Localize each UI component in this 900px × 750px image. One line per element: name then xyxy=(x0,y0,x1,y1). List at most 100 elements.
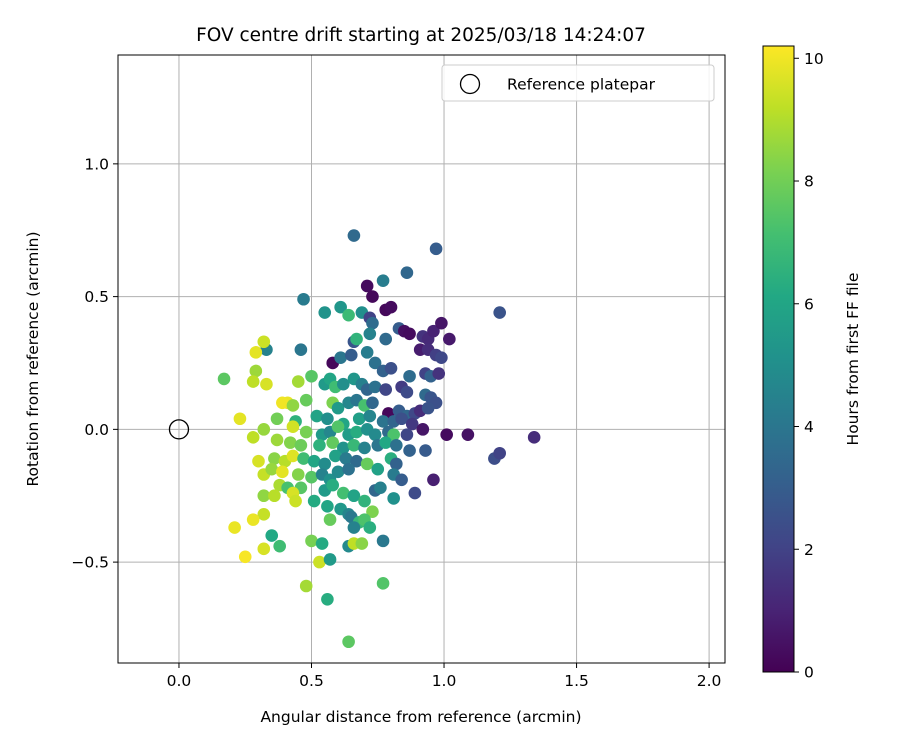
data-point xyxy=(260,377,273,391)
data-point xyxy=(257,335,271,349)
data-point xyxy=(299,579,313,593)
data-point xyxy=(299,393,313,407)
data-point xyxy=(233,412,247,426)
data-point xyxy=(265,462,279,476)
data-point xyxy=(368,356,382,370)
data-point xyxy=(276,396,289,410)
data-point xyxy=(400,266,414,280)
data-point xyxy=(318,306,332,319)
data-point xyxy=(257,508,271,521)
data-point xyxy=(400,428,414,441)
colorbar-tick-label: 4 xyxy=(804,418,814,436)
data-point xyxy=(270,433,284,447)
data-point xyxy=(427,473,440,487)
legend-box xyxy=(441,64,715,102)
data-point xyxy=(246,431,260,444)
y-axis-label: Rotation from reference (arcmin) xyxy=(24,231,42,486)
data-point xyxy=(405,417,419,431)
data-point xyxy=(347,489,361,503)
reference-marker xyxy=(168,419,190,440)
data-point xyxy=(493,306,506,319)
data-point xyxy=(291,375,305,388)
data-point xyxy=(323,513,337,526)
data-point xyxy=(350,454,363,468)
data-point xyxy=(379,436,393,449)
data-point xyxy=(249,346,263,359)
data-point xyxy=(363,409,377,423)
data-point xyxy=(238,550,252,564)
data-point xyxy=(313,438,326,452)
x-tick-label: 0.0 xyxy=(167,672,192,690)
data-point xyxy=(344,348,358,362)
data-point xyxy=(347,438,361,452)
data-point xyxy=(461,428,475,441)
data-point xyxy=(376,534,390,548)
data-point xyxy=(416,423,430,436)
data-point xyxy=(384,300,398,314)
data-point xyxy=(347,521,361,534)
data-point xyxy=(493,446,506,460)
data-point xyxy=(331,465,345,479)
data-point xyxy=(310,409,324,423)
data-point xyxy=(366,396,379,410)
data-point xyxy=(358,494,371,508)
data-point xyxy=(305,534,318,548)
data-point xyxy=(408,486,422,500)
data-point xyxy=(276,465,289,479)
data-point xyxy=(337,486,350,500)
x-tick-label: 1.0 xyxy=(432,672,457,690)
data-point xyxy=(387,428,400,441)
data-point xyxy=(376,274,390,287)
data-point xyxy=(360,457,374,471)
data-point xyxy=(429,242,443,256)
data-point xyxy=(273,539,286,553)
data-point xyxy=(268,489,281,503)
data-point xyxy=(395,473,408,487)
data-point xyxy=(440,428,453,441)
colorbar-tick-label: 6 xyxy=(804,295,814,313)
data-point xyxy=(305,470,318,484)
data-point xyxy=(334,300,347,314)
y-tick-label: 0.5 xyxy=(84,288,109,306)
data-point xyxy=(294,438,308,452)
data-point xyxy=(339,452,353,465)
colorbar-gradient xyxy=(762,45,795,673)
colorbar-label: Hours from first FF file xyxy=(844,273,862,446)
x-tick-label: 2.0 xyxy=(697,672,722,690)
chart-title: FOV centre drift starting at 2025/03/18 … xyxy=(196,25,646,46)
data-point xyxy=(286,449,300,463)
data-point xyxy=(350,332,363,346)
data-point xyxy=(403,327,416,341)
data-point xyxy=(432,367,446,380)
x-tick-label: 1.5 xyxy=(564,672,589,690)
data-point xyxy=(228,521,241,534)
colorbar-ticks: 0 2 4 6 8 10 xyxy=(794,50,824,682)
y-tick-label: 1.0 xyxy=(84,155,109,173)
data-point xyxy=(268,452,281,465)
data-points xyxy=(217,229,541,649)
data-point xyxy=(297,292,310,306)
data-point xyxy=(360,346,374,359)
data-point xyxy=(374,481,387,495)
data-point xyxy=(307,494,321,508)
colorbar-tick-label: 2 xyxy=(804,541,814,559)
data-point xyxy=(395,412,408,426)
data-point xyxy=(360,279,374,293)
data-point xyxy=(527,431,541,444)
data-point xyxy=(403,444,416,457)
x-axis-label: Angular distance from reference (arcmin) xyxy=(260,708,581,726)
data-point xyxy=(246,513,260,526)
y-tick-label: −0.5 xyxy=(71,554,109,572)
data-point xyxy=(305,369,318,383)
colorbar: 0 2 4 6 8 10 Hours from first FF file xyxy=(762,45,862,682)
data-point xyxy=(252,454,265,468)
data-point xyxy=(323,553,337,566)
data-point xyxy=(379,383,393,396)
data-point xyxy=(286,420,300,434)
data-point xyxy=(387,492,400,505)
plot-area-frame xyxy=(117,54,726,664)
data-point xyxy=(321,412,334,426)
data-point xyxy=(366,316,379,330)
data-point xyxy=(384,361,398,375)
data-point xyxy=(435,351,448,364)
